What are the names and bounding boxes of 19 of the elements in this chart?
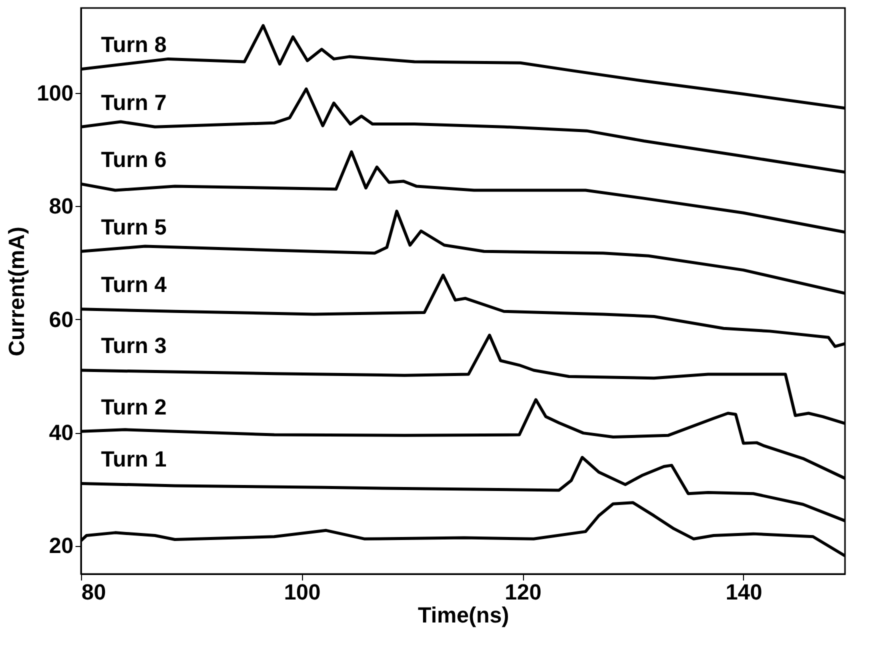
x-axis-title: Time(ns) <box>418 602 510 628</box>
x-tick-label: 80 <box>82 580 106 604</box>
y-tick-label: 80 <box>49 194 74 219</box>
y-tick-label: 100 <box>36 80 74 106</box>
y-tick-label: 20 <box>49 533 74 558</box>
x-tick-label: 120 <box>504 580 542 604</box>
x-tick-label: 140 <box>726 580 762 604</box>
y-axis-title: Current(mA) <box>4 226 29 356</box>
series-label: Turn 7 <box>101 90 167 115</box>
x-tick-label: 100 <box>284 580 321 604</box>
series-label: Turn 4 <box>101 272 168 298</box>
series-label: Turn 8 <box>101 32 167 58</box>
series-label: Turn 1 <box>101 446 167 472</box>
series-label: Turn 2 <box>101 394 167 420</box>
y-tick-label: 60 <box>49 306 74 332</box>
series-label: Turn 6 <box>101 147 167 172</box>
series-label: Turn 3 <box>101 333 167 358</box>
y-tick-label: 40 <box>49 420 74 445</box>
series-label: Turn 5 <box>101 214 167 240</box>
